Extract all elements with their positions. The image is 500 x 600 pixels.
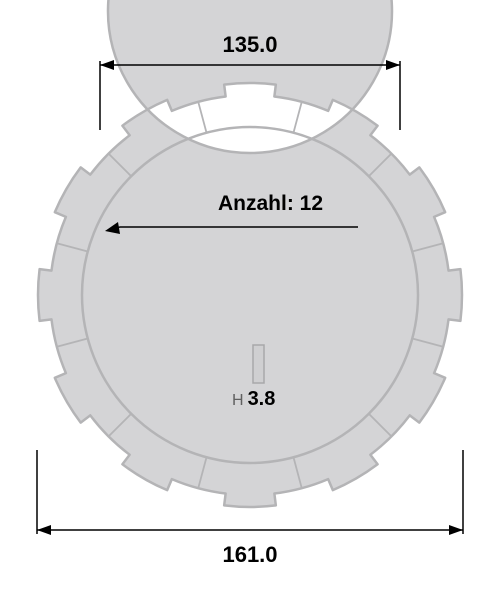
pad-divider xyxy=(198,102,206,133)
technical-drawing: 135.0 161.0 Anzahl: 12 H3.8 xyxy=(0,0,500,600)
dimension-bottom-value: 161.0 xyxy=(0,542,500,568)
thickness-value: 3.8 xyxy=(248,388,276,410)
thickness-prefix: H xyxy=(232,392,244,409)
thickness-symbol xyxy=(253,345,264,383)
thickness-label: H3.8 xyxy=(232,388,275,411)
tooth-count-label: Anzahl: 12 xyxy=(218,192,323,216)
drawing-svg xyxy=(0,0,500,600)
count-prefix: Anzahl: xyxy=(218,192,300,215)
dimension-top-value: 135.0 xyxy=(0,32,500,58)
friction-disc xyxy=(38,0,462,507)
count-value: 12 xyxy=(300,192,323,215)
pad-divider xyxy=(293,102,301,133)
